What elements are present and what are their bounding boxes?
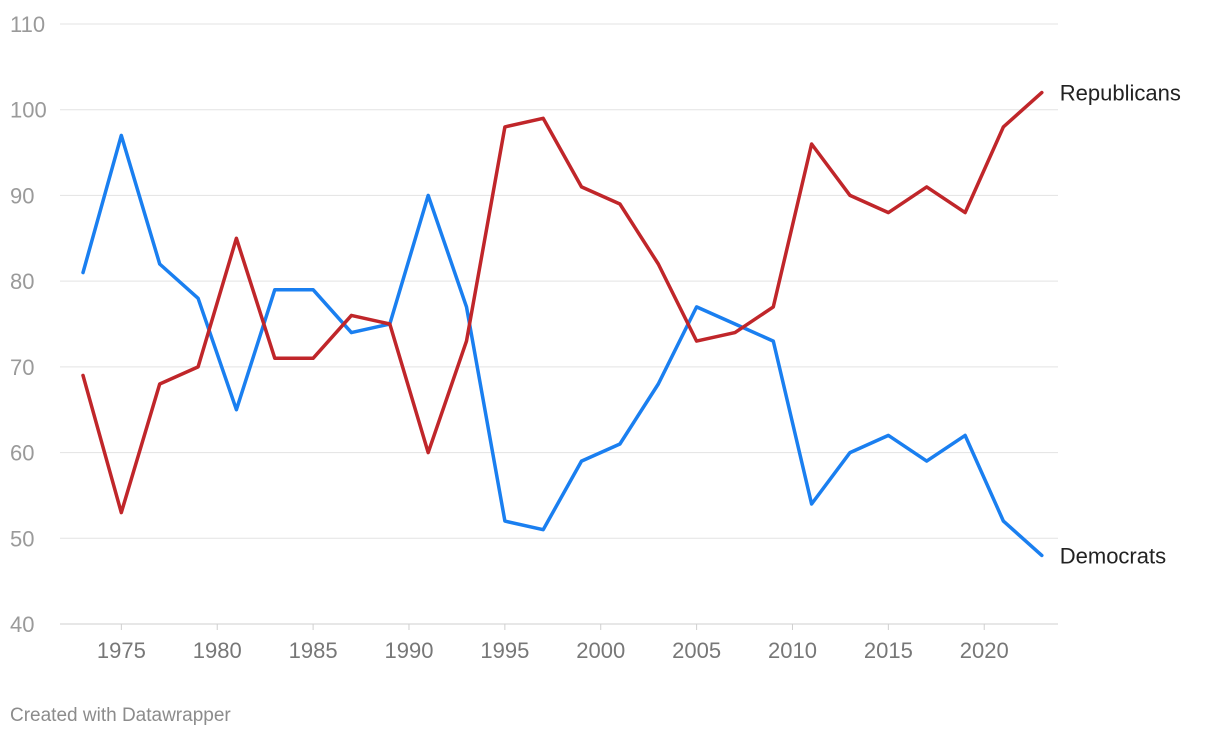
x-tick-label: 1990 (384, 638, 433, 663)
y-tick-label: 50 (10, 526, 34, 551)
y-tick-label: 40 (10, 612, 34, 637)
footer-credit: Created with Datawrapper (10, 705, 231, 726)
series-labels: Democrats Republicans (1060, 81, 1181, 569)
y-tick-label: 100 (10, 98, 47, 123)
y-tick-label: 110 (10, 12, 45, 37)
series-label-republicans: Republicans (1060, 81, 1181, 106)
y-tick-label: 80 (10, 269, 34, 294)
x-tick-label: 2000 (576, 638, 625, 663)
y-axis: 40 50 60 70 80 90 100 110 (10, 12, 47, 637)
x-tick-label: 2005 (672, 638, 721, 663)
line-chart: 40 50 60 70 80 90 100 110 1975 1980 1985 1990 1995 2… (10, 12, 1181, 663)
series-lines (81, 90, 1044, 558)
x-tick-label: 2020 (960, 638, 1009, 663)
x-axis: 1975 1980 1985 1990 1995 2000 2005 2010 2015 2020 (97, 624, 1009, 663)
series-label-democrats: Democrats (1060, 543, 1166, 568)
y-tick-label: 70 (10, 355, 34, 380)
x-tick-label: 2015 (864, 638, 913, 663)
x-tick-label: 1975 (97, 638, 146, 663)
x-tick-label: 2010 (768, 638, 817, 663)
series-line-democrats (81, 133, 1044, 558)
gridlines (60, 23, 1058, 625)
series-line-republicans (81, 90, 1044, 515)
x-tick-label: 1995 (480, 638, 529, 663)
x-tick-label: 1985 (289, 638, 338, 663)
x-tick-label: 1980 (193, 638, 242, 663)
y-tick-label: 90 (10, 183, 34, 208)
y-tick-label: 60 (10, 441, 34, 466)
